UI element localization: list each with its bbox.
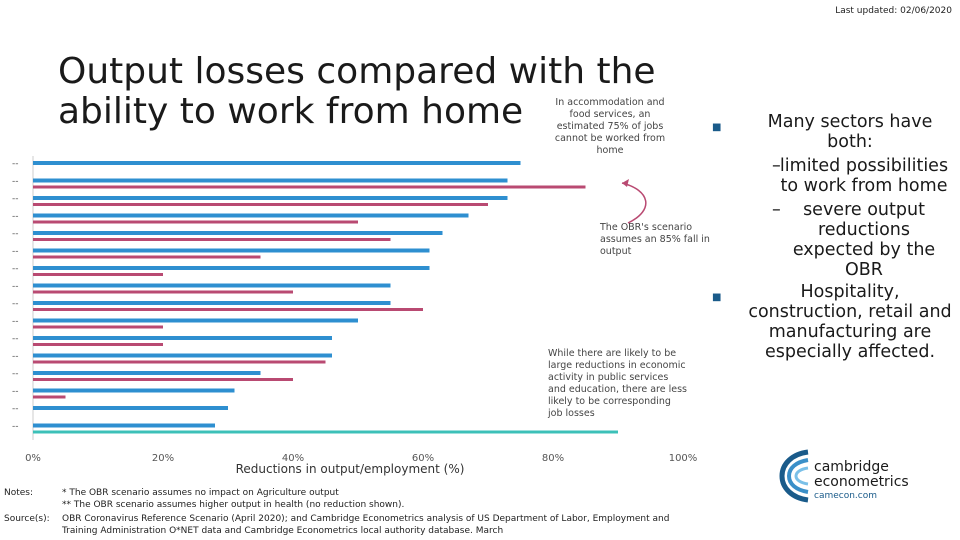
sources-label: Source(s): (4, 514, 50, 524)
bar-output (33, 360, 326, 364)
dash-bullet-icon: – (772, 156, 781, 176)
x-tick-label: 20% (152, 453, 174, 464)
y-tick-label: -- (12, 159, 19, 169)
bar-output (33, 203, 488, 206)
y-tick-label: -- (12, 317, 19, 327)
bar-jobs (33, 178, 508, 183)
bar-jobs (33, 231, 443, 235)
bar-jobs (33, 248, 430, 253)
y-tick-label: -- (12, 334, 19, 344)
y-tick-label: -- (12, 247, 19, 257)
bar-output (33, 308, 423, 311)
y-tick-label: -- (12, 387, 19, 397)
bullet-text: Hospitality, construction, retail and ma… (748, 282, 952, 362)
bar-output (33, 238, 391, 241)
logo-mark-icon (779, 449, 809, 503)
sub-bullet-text: limited possibilities to work from home (779, 156, 949, 196)
source-row: Source(s): OBR Coronavirus Reference Sce… (4, 513, 954, 536)
sub-bullet: – severe output reductions expected by t… (748, 200, 952, 280)
bar-jobs (33, 406, 228, 410)
x-tick-label: 80% (542, 453, 564, 464)
callout-arrowhead (622, 179, 629, 187)
y-tick-label: -- (12, 422, 19, 432)
callout-accommodation: In accommodation and food services, an e… (554, 97, 666, 156)
x-tick-label: 40% (282, 453, 304, 464)
note-text: * The OBR scenario assumes no impact on … (62, 488, 339, 498)
bar-jobs (33, 371, 261, 375)
bar-jobs (33, 266, 430, 270)
bullet-text: Many sectors have both: (767, 112, 933, 152)
x-axis-label: Reductions in output/employment (%) (235, 462, 465, 476)
y-tick-label: -- (12, 264, 19, 274)
bar-jobs (33, 161, 521, 165)
bar-output (33, 290, 293, 294)
bar-jobs (33, 336, 332, 340)
bar-output (33, 343, 163, 346)
square-bullet-icon: ■ (712, 122, 722, 133)
bar-output (33, 255, 261, 259)
bullet-item: ■ Many sectors have both: – limited poss… (712, 112, 952, 280)
square-bullet-icon: ■ (712, 292, 722, 303)
bar-jobs (33, 213, 469, 218)
callout-obr: The OBR's scenario assumes an 85% fall i… (600, 222, 710, 257)
callout-public-services: While there are likely to be large reduc… (548, 348, 687, 419)
bullet-item: ■ Hospitality, construction, retail and … (712, 282, 952, 362)
bar-jobs (33, 301, 391, 305)
bar-output (33, 273, 163, 276)
y-tick-label: -- (12, 299, 19, 309)
bar-chart: -- -- -- -- -- -- -- -- -- -- -- -- -- -- -- -- 0% 20% 40%… (12, 156, 698, 464)
page-title: Output losses compared with the ability … (58, 51, 656, 132)
y-tick-label: -- (12, 282, 19, 292)
note-row: ** The OBR scenario assumes higher outpu… (4, 499, 954, 511)
bar-output (33, 220, 358, 224)
logo-website: camecon.com (814, 491, 878, 501)
bullet-list: ■ Many sectors have both: – limited poss… (712, 112, 952, 362)
notes-label: Notes: (4, 488, 34, 498)
y-tick-label: -- (12, 404, 19, 414)
x-tick-label: 100% (669, 453, 698, 464)
bar-output (33, 325, 163, 329)
y-tick-label: -- (12, 229, 19, 239)
callout-arrow (621, 182, 647, 224)
x-tick-label: 60% (412, 453, 434, 464)
cambridge-econometrics-logo: cambridge econometrics camecon.com (778, 448, 948, 504)
bar-jobs (33, 283, 391, 288)
last-updated: Last updated: 02/06/2020 (835, 6, 952, 16)
bar-jobs (33, 388, 235, 393)
source-text: OBR Coronavirus Reference Scenario (Apri… (62, 514, 670, 536)
y-tick-label: -- (12, 177, 19, 187)
logo-name-line1: cambridge (814, 459, 889, 475)
sub-bullet-text: severe output reductions expected by the… (792, 200, 936, 280)
bar-jobs (33, 353, 332, 358)
bar-output (33, 430, 618, 434)
note-text: ** The OBR scenario assumes higher outpu… (62, 500, 405, 510)
y-tick-label: -- (12, 212, 19, 222)
bar-output (33, 185, 586, 189)
x-tick-label: 0% (25, 453, 41, 464)
note-row: Notes: * The OBR scenario assumes no imp… (4, 487, 954, 499)
y-tick-label: -- (12, 194, 19, 204)
bar-jobs (33, 423, 215, 428)
bar-jobs (33, 196, 508, 200)
sub-bullet: – limited possibilities to work from hom… (748, 156, 952, 196)
y-tick-label: -- (12, 369, 19, 379)
bar-output (33, 395, 66, 399)
bar-jobs (33, 318, 358, 323)
y-tick-label: -- (12, 352, 19, 362)
dash-bullet-icon: – (772, 200, 781, 220)
footnotes: Notes: * The OBR scenario assumes no imp… (4, 487, 954, 536)
logo-name: cambridge econometrics (814, 460, 909, 490)
logo-name-line2: econometrics (814, 474, 909, 490)
bar-output (33, 378, 293, 381)
